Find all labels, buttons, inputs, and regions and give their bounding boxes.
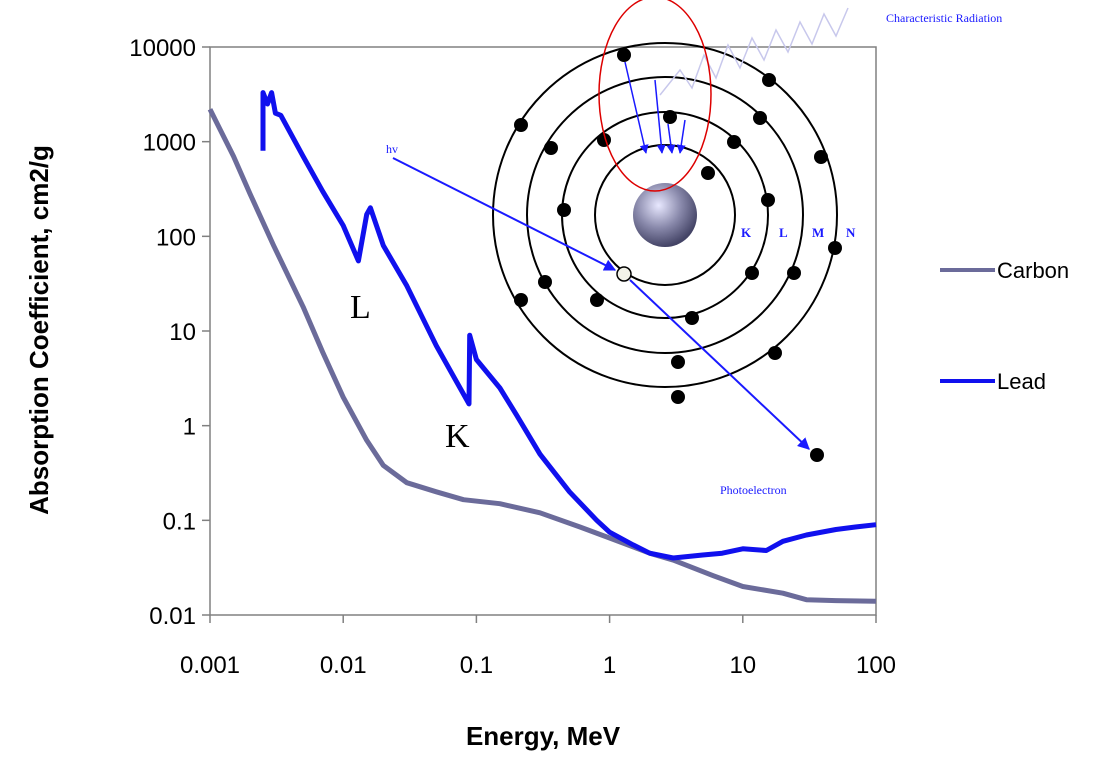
plot-area xyxy=(209,46,877,616)
legend: Carbon Lead xyxy=(940,258,1069,394)
photoelectron-dot xyxy=(810,448,824,462)
characteristic-radiation-wave xyxy=(659,7,849,96)
electron xyxy=(828,241,842,255)
electrons xyxy=(514,48,842,462)
shell-m-ring xyxy=(526,76,804,354)
x-axis-ticks: 0.001 0.01 0.1 1 10 100 xyxy=(180,615,896,679)
transition-arrow xyxy=(666,123,676,154)
electron xyxy=(514,293,528,307)
transition-arrow xyxy=(654,79,666,154)
electron xyxy=(557,203,571,217)
y-axis-title: Absorption Coefficient, cm2/g xyxy=(24,145,54,515)
y-tick-label: 10000 xyxy=(129,35,196,62)
x-tick-label: 0.1 xyxy=(460,652,493,679)
electron xyxy=(671,355,685,369)
shell-n-ring xyxy=(492,42,838,388)
series-line-carbon xyxy=(207,108,877,604)
nucleus xyxy=(633,183,697,247)
electron xyxy=(768,346,782,360)
electron xyxy=(597,133,611,147)
vacancy xyxy=(616,266,632,282)
electron xyxy=(538,275,552,289)
electron xyxy=(745,266,759,280)
shell-label-k: K xyxy=(741,225,752,240)
characteristic-radiation-label: Characteristic Radiation xyxy=(886,11,1002,25)
electron xyxy=(663,110,677,124)
series-line-lead xyxy=(260,90,877,561)
electron xyxy=(701,166,715,180)
y-tick-label: 10 xyxy=(169,319,196,346)
incoming-photon-arrow xyxy=(392,157,617,271)
x-tick-label: 0.01 xyxy=(320,652,367,679)
legend-lead-label: Lead xyxy=(997,369,1046,394)
electron xyxy=(814,150,828,164)
electron xyxy=(727,135,741,149)
x-tick-label: 1 xyxy=(603,652,616,679)
hv-label: hv xyxy=(386,142,398,156)
electron xyxy=(671,390,685,404)
series-layer xyxy=(207,90,877,604)
y-tick-label: 0.01 xyxy=(149,603,196,630)
shell-label-l: L xyxy=(779,225,788,240)
y-tick-label: 1 xyxy=(183,414,196,441)
electron xyxy=(753,111,767,125)
l-edge-label: L xyxy=(350,289,371,326)
electron xyxy=(787,266,801,280)
electron xyxy=(762,73,776,87)
x-axis-title: Energy, MeV xyxy=(466,721,621,751)
y-tick-label: 100 xyxy=(156,224,196,251)
x-tick-label: 100 xyxy=(856,652,896,679)
photoelectron-label: Photoelectron xyxy=(720,483,787,497)
photoelectron-arrow xyxy=(629,279,810,450)
atom-diagram: hv Photoelectron Characteristic Radiatio… xyxy=(386,0,1002,497)
legend-carbon-label: Carbon xyxy=(997,258,1069,283)
electron xyxy=(685,311,699,325)
electron xyxy=(514,118,528,132)
electron xyxy=(761,193,775,207)
shell-label-n: N xyxy=(846,225,856,240)
k-edge-label: K xyxy=(445,418,470,455)
electron xyxy=(617,48,631,62)
shell-label-m: M xyxy=(812,225,824,240)
x-tick-label: 0.001 xyxy=(180,652,240,679)
transition-arrow xyxy=(624,61,649,154)
x-tick-label: 10 xyxy=(729,652,756,679)
electron xyxy=(544,141,558,155)
highlight-ellipse xyxy=(598,0,712,192)
y-tick-label: 1000 xyxy=(143,130,196,157)
transition-arrow xyxy=(676,119,686,154)
electron xyxy=(590,293,604,307)
y-axis-ticks: 0.01 0.1 1 10 100 1000 10000 xyxy=(129,35,210,630)
y-tick-label: 0.1 xyxy=(163,508,196,535)
